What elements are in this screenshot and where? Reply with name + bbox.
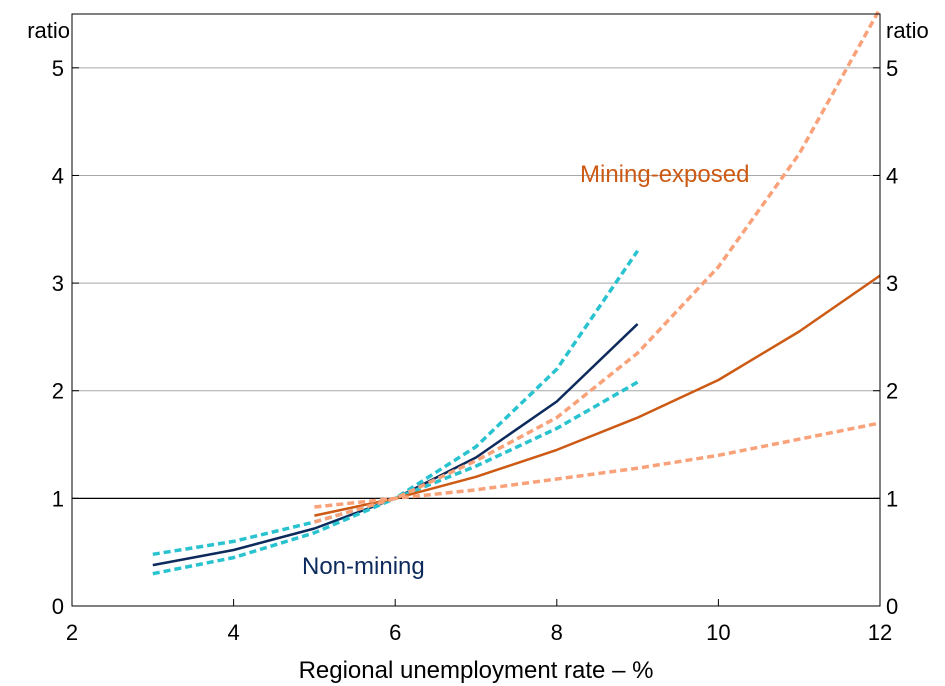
series-line-mining-exposed-lower bbox=[314, 421, 881, 509]
annotation-mining-exposed: Mining-exposed bbox=[580, 161, 749, 188]
x-tick-label: 8 bbox=[551, 620, 563, 645]
y-tick-label-right: 3 bbox=[886, 271, 898, 296]
gridlines bbox=[72, 67, 880, 499]
y-tick-label-right: 4 bbox=[886, 163, 898, 188]
series-line-mining-exposed-upper bbox=[313, 7, 882, 524]
y-tick-label-left: 3 bbox=[52, 271, 64, 296]
y-tick-label-left: 2 bbox=[52, 379, 64, 404]
x-tick-label: 4 bbox=[227, 620, 239, 645]
plot-frame bbox=[71, 13, 881, 607]
axis-ticks: 0 01 12 23 34 45 52 4 6 8 10 12 bbox=[52, 56, 899, 645]
x-tick-label: 12 bbox=[868, 620, 892, 645]
y-tick-label-left: 5 bbox=[52, 56, 64, 81]
series-line-non-mining-upper bbox=[152, 249, 640, 557]
y-tick-label-left: 4 bbox=[52, 163, 64, 188]
y-tick-label-left: 0 bbox=[52, 594, 64, 619]
x-tick-label: 10 bbox=[706, 620, 730, 645]
y-axis-unit-left: ratio bbox=[27, 18, 70, 43]
x-tick-label: 2 bbox=[66, 620, 78, 645]
y-tick-label-right: 2 bbox=[886, 379, 898, 404]
series-lines bbox=[152, 7, 882, 576]
x-axis-title: Regional unemployment rate – % bbox=[299, 657, 654, 684]
y-tick-label-right: 0 bbox=[886, 594, 898, 619]
y-tick-label-left: 1 bbox=[52, 486, 64, 511]
y-axis-unit-right: ratio bbox=[886, 18, 929, 43]
annotation-non-mining: Non-mining bbox=[302, 553, 425, 580]
y-tick-label-right: 1 bbox=[886, 486, 898, 511]
series-line-mining-exposed-estimate bbox=[314, 274, 881, 517]
x-tick-label: 6 bbox=[389, 620, 401, 645]
y-tick-label-right: 5 bbox=[886, 56, 898, 81]
